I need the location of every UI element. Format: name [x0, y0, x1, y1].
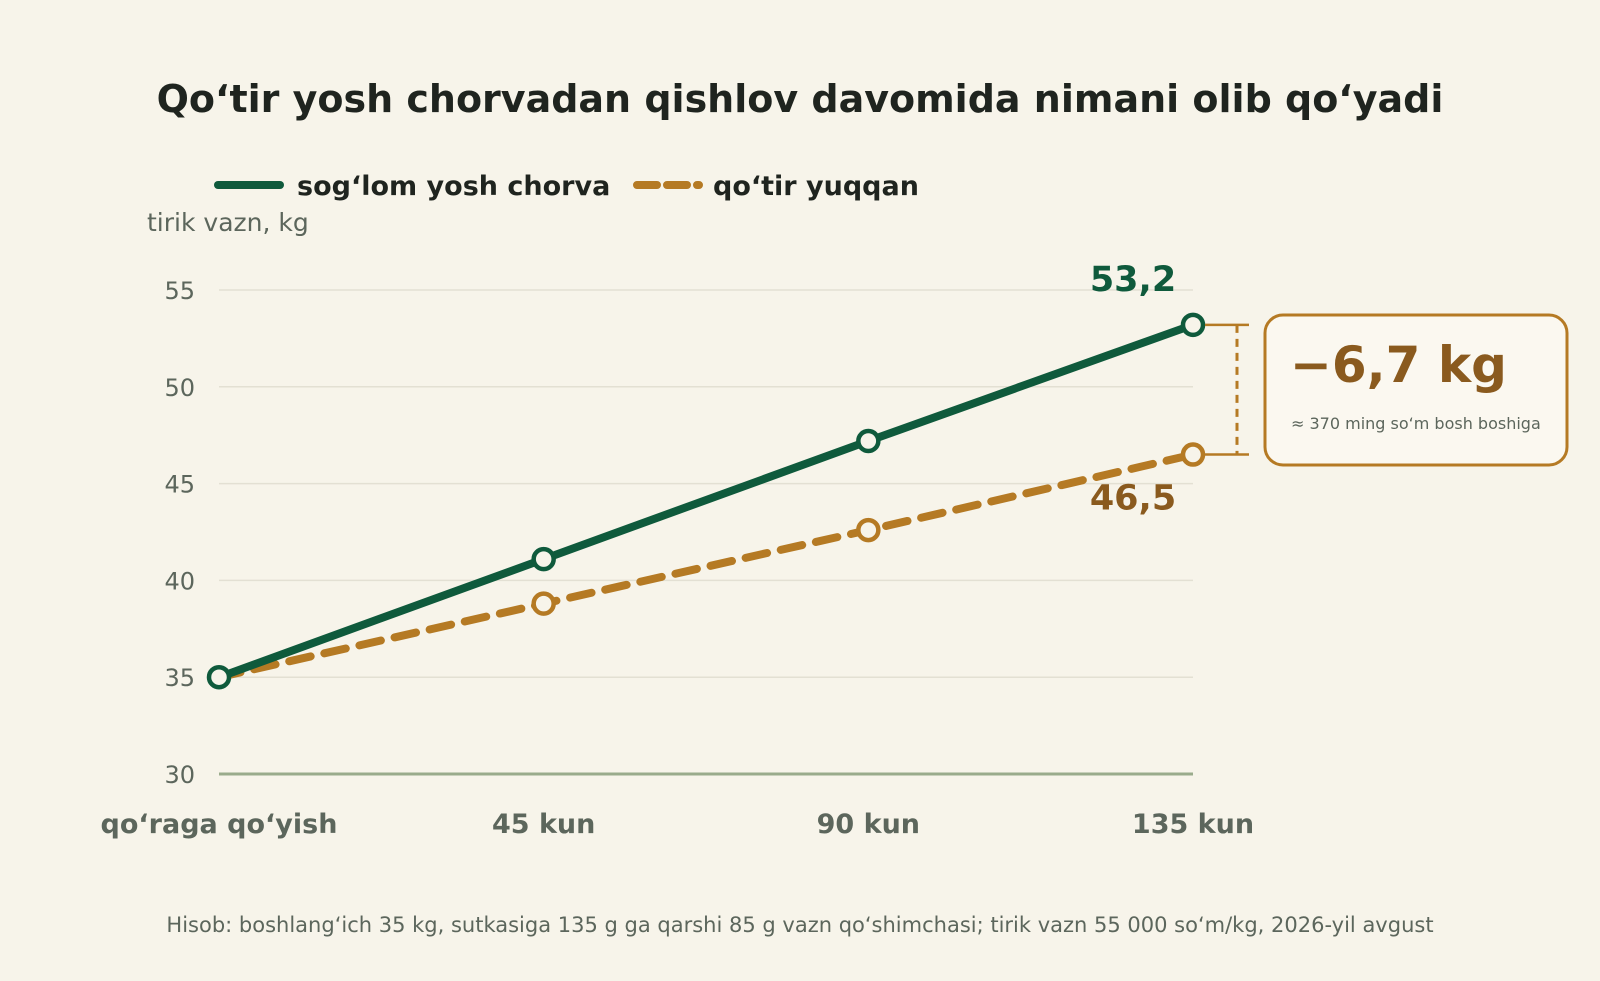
grid: [219, 289, 1193, 776]
series-line-infected: [215, 450, 1197, 682]
y-tick-label: 30: [164, 761, 195, 789]
y-axis-label: tirik vazn, kg: [147, 208, 309, 237]
data-point-infected: [531, 591, 556, 616]
y-tick-label: 55: [164, 277, 195, 305]
chart-title: Qo‘tir yosh chorvadan qishlov davomida n…: [157, 77, 1444, 121]
difference-annotation: 53,2 46,5 −6,7 kg ≈ 370 ming so‘m bosh bosh…: [1090, 260, 1569, 519]
legend: sog‘lom yosh chorva qo‘tir yuqqan: [214, 171, 919, 202]
difference-box: [1263, 313, 1569, 467]
markers: [206, 312, 1206, 690]
y-tick-label: 40: [164, 567, 195, 595]
series-line-healthy: [215, 320, 1197, 682]
data-point-healthy: [1180, 312, 1206, 338]
x-tick-label: 90 kun: [817, 809, 920, 840]
y-tick-label: 50: [164, 374, 195, 402]
x-tick-labels: qo‘raga qo‘yish 45 kun 90 kun 135 kun: [101, 809, 1255, 840]
data-point-healthy: [206, 664, 232, 690]
legend-healthy-label: sog‘lom yosh chorva: [297, 171, 610, 202]
y-tick-label: 45: [164, 471, 195, 499]
data-point-infected: [856, 517, 881, 543]
difference-value: −6,7 kg: [1290, 336, 1507, 394]
difference-note: ≈ 370 ming so‘m bosh boshiga: [1291, 414, 1541, 433]
series: [215, 320, 1197, 682]
footnote: Hisob: boshlang‘ich 35 kg, sutkasiga 135…: [166, 913, 1433, 937]
y-tick-labels: 30 35 40 45 50 55: [164, 277, 195, 789]
x-tick-label: 45 kun: [492, 809, 595, 840]
end-label-healthy: 53,2: [1090, 260, 1176, 300]
data-point-healthy: [856, 428, 881, 454]
data-point-healthy: [531, 546, 556, 572]
x-tick-label: qo‘raga qo‘yish: [101, 809, 338, 840]
data-point-infected: [1180, 442, 1206, 467]
x-tick-label: 135 kun: [1132, 809, 1254, 840]
y-tick-label: 35: [164, 664, 195, 692]
legend-infected-label: qo‘tir yuqqan: [713, 171, 919, 202]
end-label-infected: 46,5: [1090, 479, 1176, 519]
